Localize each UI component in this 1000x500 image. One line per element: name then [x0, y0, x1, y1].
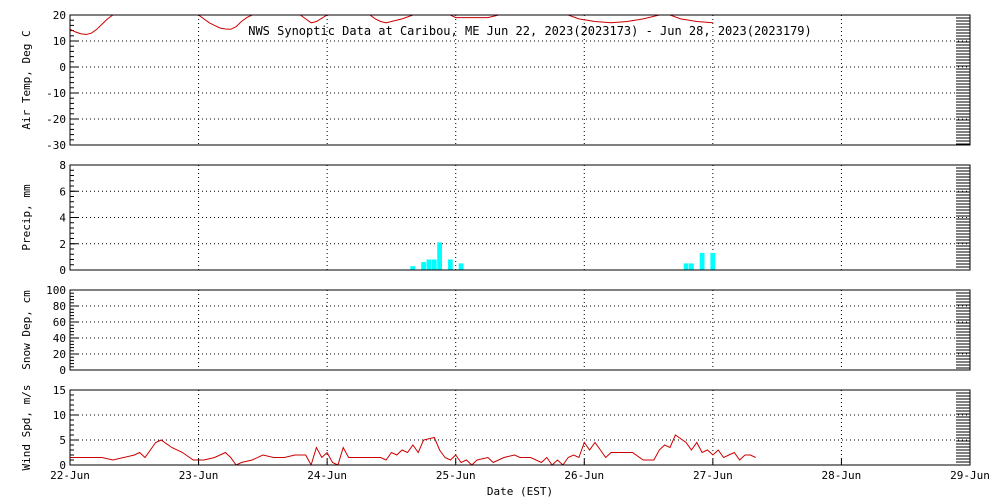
- y-tick-label: 80: [53, 300, 66, 313]
- y-tick-label: 15: [53, 384, 66, 397]
- y-tick-label: 0: [59, 61, 66, 74]
- precip-bar: [426, 259, 432, 270]
- panel-frame: [69, 164, 971, 271]
- precip-bar: [458, 263, 464, 270]
- x-tick-label: 26-Jun: [564, 469, 604, 482]
- precip-bar: [437, 242, 442, 270]
- data-air-temp: [70, 15, 713, 36]
- y-tick-label: 40: [53, 332, 66, 345]
- panel-wind-speed: 15 10 5 0 Wind Spd, m/s: [20, 384, 971, 472]
- y-tick-label: 100: [46, 284, 66, 297]
- y-tick-label: 5: [59, 434, 66, 447]
- y-tick-label: 10: [53, 35, 66, 48]
- x-tick-label: 22-Jun: [50, 469, 90, 482]
- x-tick-label: 24-Jun: [307, 469, 347, 482]
- precip-bar: [699, 252, 705, 270]
- panel-air-temp: 20 10 0 -10 -20 -30 Air Temp, Deg C: [20, 9, 971, 152]
- y-tick-label: 10: [53, 409, 66, 422]
- panel-frame: [69, 289, 971, 371]
- panel-precip: 8 6 4 2 0 Precip, mm: [20, 159, 971, 277]
- precip-bar: [447, 259, 453, 270]
- series-line-air-temp: [70, 15, 713, 36]
- x-tick-label: 28-Jun: [822, 469, 862, 482]
- y-tick-label: 60: [53, 316, 66, 329]
- y-axis-label-precip: Precip, mm: [20, 184, 33, 251]
- x-tick-label: 29-Jun: [950, 469, 990, 482]
- x-tick-label: 23-Jun: [179, 469, 219, 482]
- y-tick-label: 4: [59, 212, 66, 225]
- y-tick-label: -10: [46, 87, 66, 100]
- precip-bar: [431, 259, 437, 270]
- y-tick-label: 0: [59, 364, 66, 377]
- x-tick-label: 27-Jun: [693, 469, 733, 482]
- y-tick-label: -30: [46, 139, 66, 152]
- x-axis-label: Date (EST): [487, 485, 553, 498]
- panel-snow-depth: 100 80 60 40 20 0 Snow Dep, cm: [20, 284, 971, 377]
- y-tick-label: 2: [59, 238, 66, 251]
- x-tick-label: 25-Jun: [436, 469, 476, 482]
- data-wind-speed: [70, 434, 756, 465]
- y-tick-label: 6: [59, 185, 66, 198]
- y-axis-label-air-temp: Air Temp, Deg C: [20, 30, 33, 129]
- y-tick-label: 0: [59, 264, 66, 277]
- panel-frame: [69, 389, 971, 466]
- precip-bar: [421, 262, 426, 270]
- series-line-wind-speed: [70, 434, 756, 465]
- y-tick-label: 20: [53, 9, 66, 22]
- y-tick-label: 20: [53, 348, 66, 361]
- precip-bar: [683, 263, 689, 270]
- precip-bar: [410, 266, 416, 270]
- chart-title: NWS Synoptic Data at Caribou, ME Jun 22,…: [248, 24, 812, 38]
- y-tick-label: 0: [59, 459, 66, 472]
- precip-bar: [689, 263, 694, 270]
- y-axis-label-snow-depth: Snow Dep, cm: [20, 290, 33, 370]
- panel-frame: [69, 14, 971, 146]
- y-tick-label: 8: [59, 159, 66, 172]
- y-tick-label: -20: [46, 113, 66, 126]
- y-axis-label-wind-speed: Wind Spd, m/s: [20, 384, 33, 470]
- data-precip: [410, 242, 716, 270]
- precip-bar: [710, 252, 716, 270]
- x-axis-tick-labels: 22-Jun 23-Jun 24-Jun 25-Jun 26-Jun 27-Jun 28-J…: [50, 459, 990, 482]
